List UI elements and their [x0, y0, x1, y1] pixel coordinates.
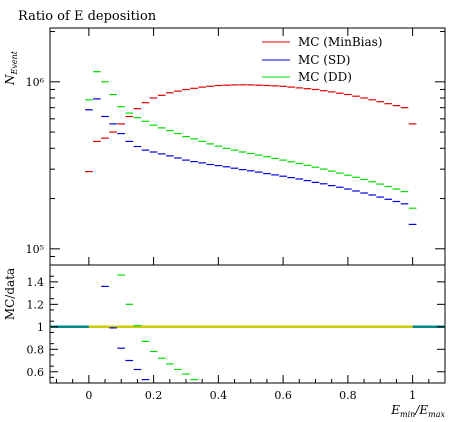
ratio-ytick-label-4: 1.4: [27, 276, 45, 289]
x-tick-label-5: 1: [409, 389, 416, 402]
xlabel-sub1: min: [400, 410, 415, 419]
chart-title: Ratio of E deposition: [18, 9, 157, 24]
main-ytick-label-1: 10⁶: [26, 76, 45, 89]
xlabel-e1: E: [390, 403, 400, 417]
main-y-ticks: 10⁵ 10⁶: [26, 28, 445, 266]
x-axis-label: Emin/Emax: [390, 403, 445, 419]
ratio-ytick-label-1: 0.8: [27, 343, 45, 356]
x-tick-label-0: 0: [85, 389, 92, 402]
ratio-ylabel: MC/data: [3, 268, 17, 320]
x-tick-label-3: 0.6: [274, 389, 292, 402]
legend-label-minbias: MC (MinBias): [298, 35, 382, 49]
ratio-ytick-label-3: 1.2: [27, 298, 45, 311]
main-series-0: [85, 84, 417, 173]
main-panel: 10⁵ 10⁶ NEvent MC (MinBias) MC (SD) MC (D…: [3, 27, 446, 266]
main-marks: [85, 71, 417, 225]
main-ytick-label-0: 10⁵: [26, 243, 44, 256]
legend-entry-minbias: MC (MinBias): [262, 35, 382, 49]
legend-label-dd: MC (DD): [298, 70, 352, 84]
ratio-plot-frame: [49, 264, 446, 384]
x-tick-label-2: 0.4: [210, 389, 228, 402]
ratio-series-0: [101, 285, 150, 381]
main-ylabel: NEvent: [3, 50, 19, 86]
main-series-1: [85, 98, 417, 225]
ratio-ytick-label-0: 0.6: [27, 366, 45, 379]
xlabel-slash: /E: [414, 403, 428, 417]
ratio-x-ticks: 0 0.2 0.4 0.6 0.8 1: [55, 375, 430, 402]
ratio-y-ticks: 0.6 0.8 1 1.2 1.4: [27, 275, 445, 379]
ratio-ytick-label-2: 1: [37, 321, 44, 334]
legend: MC (MinBias) MC (SD) MC (DD): [262, 35, 382, 84]
ratio-series-1: [117, 274, 198, 381]
main-plot-frame: [49, 27, 446, 266]
ylabel-sub: Event: [10, 50, 19, 75]
x-tick-label-1: 0.2: [145, 389, 163, 402]
legend-entry-sd: MC (SD): [262, 53, 351, 67]
main-series-2: [85, 71, 417, 209]
ylabel-n: N: [3, 74, 17, 86]
ratio-marks: [101, 274, 198, 381]
legend-entry-dd: MC (DD): [262, 70, 352, 84]
xlabel-sub2: max: [428, 410, 445, 419]
legend-label-sd: MC (SD): [298, 53, 351, 67]
ratio-panel: 0.6 0.8 1 1.2 1.4 0 0.2 0.4 0.6 0.8 1 MC/data Emi…: [3, 264, 446, 419]
x-tick-label-4: 0.8: [339, 389, 357, 402]
